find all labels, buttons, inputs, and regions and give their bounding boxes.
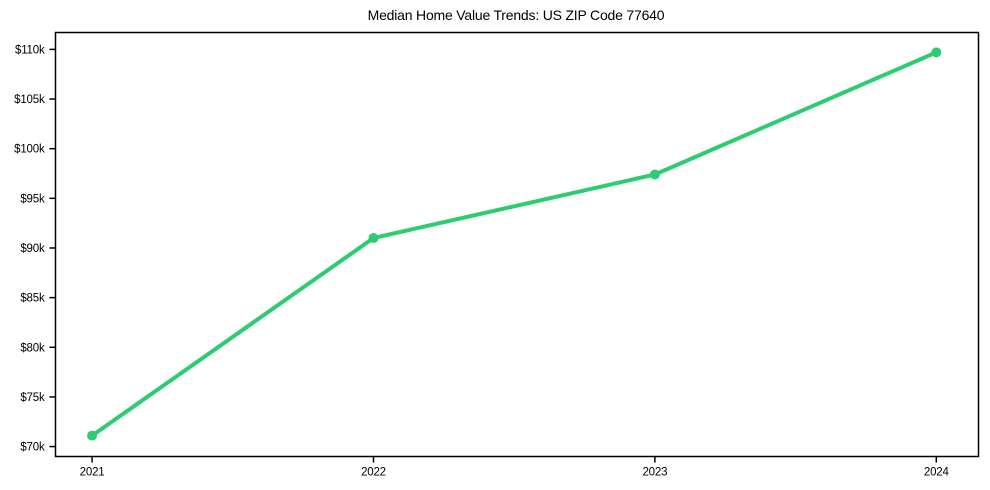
- x-tick-label: 2024: [924, 467, 950, 479]
- y-tick-label: $75k: [20, 392, 45, 404]
- y-tick-label: $110k: [15, 44, 45, 56]
- data-point-2021: [87, 430, 98, 441]
- x-tick-label: 2021: [80, 467, 105, 479]
- y-tick-label: $85k: [20, 293, 45, 305]
- y-tick-label: $105k: [14, 94, 45, 106]
- x-tick-label: 2023: [642, 467, 667, 479]
- axes-box: [54, 31, 980, 458]
- data-point-2024: [931, 47, 942, 58]
- y-tick-label: $90k: [20, 243, 45, 255]
- y-tick-label: $95k: [20, 193, 45, 205]
- x-tick-label: 2022: [361, 467, 386, 479]
- data-point-2023: [649, 169, 660, 180]
- y-tick-label: $80k: [20, 342, 45, 354]
- chart-title: Median Home Value Trends: US ZIP Code 77…: [368, 7, 665, 23]
- y-tick-label: $70k: [20, 442, 45, 454]
- data-point-2022: [368, 233, 379, 244]
- y-tick-label: $100k: [14, 144, 45, 156]
- trend-line: [90, 50, 939, 438]
